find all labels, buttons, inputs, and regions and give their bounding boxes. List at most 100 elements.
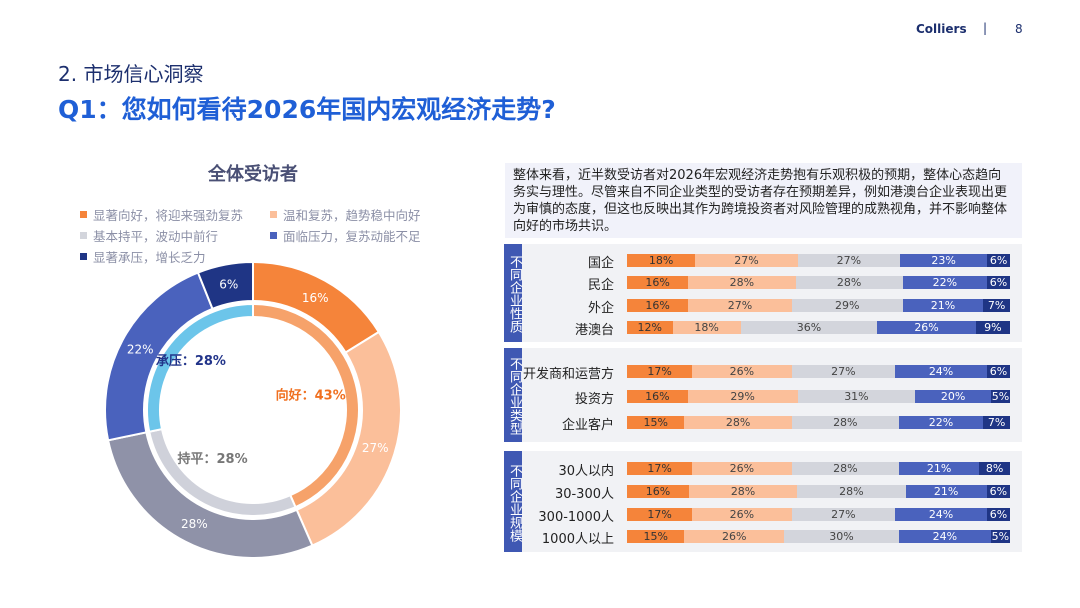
bar-segment: 24% [898,530,991,543]
bar-segment: 27% [688,299,792,312]
stacked-bar: 16% 28% 28% 21% 6% [627,485,1010,498]
bar-segment: 28% [797,485,906,498]
row-label: 开发商和运营方 [522,367,614,382]
legend-item: 面临压力，复苏动能不足 [270,226,460,245]
stacked-bar: 16% 27% 29% 21% 7% [627,299,1010,312]
bar-segment: 31% [797,390,916,403]
summary-text: 整体来看，近半数受访者对2026年宏观经济走势抱有乐观积极的预期，整体心态趋向务… [505,163,1022,238]
bar-segment: 15% [627,530,685,543]
bar-segment: 21% [905,485,987,498]
bar-segment: 7% [983,299,1010,312]
bar-segment: 27% [797,254,900,267]
bar-segment: 21% [902,299,984,312]
legend-swatch [80,211,87,218]
bar-segment: 17% [627,365,693,378]
bar-segment: 28% [684,416,792,429]
bar-segment: 27% [791,508,896,521]
row-label: 外企 [587,301,614,316]
row-label: 国企 [587,256,614,271]
legend-item: 温和复苏，趋势稳中向好 [270,205,460,224]
group-label: 不同企业规模 [504,451,522,552]
stacked-bar: 16% 29% 31% 20% 5% [627,390,1010,403]
stacked-bar: 17% 26% 27% 24% 6% [627,508,1010,521]
bar-segment: 36% [740,321,878,334]
header-separator: | [983,21,988,35]
bar-row: 30-300人 16% 28% 28% 21% 6% [504,485,1022,502]
bar-segment: 29% [687,390,798,403]
bar-segment: 6% [986,485,1010,498]
bar-row: 港澳台 12% 18% 36% 26% 9% [504,321,1022,338]
bar-segment: 26% [692,365,792,378]
bar-segment: 26% [877,321,976,334]
bar-segment: 16% [627,390,688,403]
bar-row: 1000人以上 15% 26% 30% 24% 5% [504,530,1022,547]
stacked-bar: 16% 28% 28% 22% 6% [627,276,1010,289]
bar-row: 30人以内 17% 26% 28% 21% 8% [504,462,1022,479]
legend-label: 基本持平，波动中前行 [93,229,219,244]
legend-swatch [80,253,87,260]
bar-segment: 26% [692,508,792,521]
bar-segment: 26% [684,530,785,543]
bar-segment: 15% [627,416,685,429]
stacked-bar: 17% 26% 28% 21% 8% [627,462,1010,475]
section-title: 2. 市场信心洞察 [58,62,204,86]
legend-item: 显著承压，增长乏力 [80,247,270,266]
legend-label: 面临压力，复苏动能不足 [283,229,421,244]
stacked-bar: 15% 26% 30% 24% 5% [627,530,1010,543]
row-label: 1000人以上 [541,532,614,547]
outer-ring-label: 6% [219,277,238,291]
row-label: 港澳台 [574,323,614,338]
bar-segment: 5% [990,530,1010,543]
bar-group: 不同企业性质 国企 18% 27% 27% 23% 6% 民企 16% 28% 28% 22% 6% 外企… [504,244,1022,342]
bar-segment: 12% [627,321,673,334]
row-label: 企业客户 [561,418,614,433]
bar-segment: 24% [895,508,987,521]
outer-ring-slice [196,260,254,311]
bar-segment: 18% [627,254,696,267]
bar-segment: 22% [902,276,987,289]
legend-item: 基本持平，波动中前行 [80,226,270,245]
bar-segment: 28% [688,485,798,498]
bar-row: 国企 18% 27% 27% 23% 6% [504,254,1022,271]
bar-segment: 7% [983,416,1010,429]
legend-label: 温和复苏，趋势稳中向好 [283,208,421,223]
bar-segment: 28% [791,416,899,429]
bar-segment: 26% [692,462,792,475]
bar-group: 不同企业类型 开发商和运营方 17% 26% 27% 24% 6% 投资方 16% 29% 31% 2… [504,348,1022,442]
bar-segment: 16% [627,276,689,289]
legend-item: 显著向好，将迎来强劲复苏 [80,205,270,224]
bar-row: 外企 16% 27% 29% 21% 7% [504,299,1022,316]
row-label: 投资方 [574,392,614,407]
bar-segment: 29% [791,299,903,312]
legend-swatch [270,211,277,218]
outer-ring-label: 16% [302,291,329,305]
bar-row: 投资方 16% 29% 31% 20% 5% [504,390,1022,407]
bar-row: 民企 16% 28% 28% 22% 6% [504,276,1022,293]
stacked-bar: 12% 18% 36% 26% 9% [627,321,1010,334]
legend-label: 显著承压，增长乏力 [93,250,206,265]
donut-title: 全体受访者 [208,164,298,185]
page-title: Q1：您如何看待2026年国内宏观经济走势? [58,95,556,124]
row-label: 300-1000人 [538,510,614,525]
bar-row: 企业客户 15% 28% 28% 22% 7% [504,416,1022,433]
bar-row: 300-1000人 17% 26% 27% 24% 6% [504,508,1022,525]
bar-segment: 18% [672,321,741,334]
bar-segment: 22% [898,416,984,429]
row-label: 30人以内 [558,464,614,479]
inner-ring-label: 向好：43% [276,387,346,403]
bar-segment: 17% [627,462,693,475]
bar-segment: 17% [627,508,693,521]
bar-segment: 27% [791,365,896,378]
bar-segment: 24% [895,365,987,378]
bar-segment: 28% [688,276,796,289]
bar-segment: 30% [784,530,899,543]
bar-segment: 23% [900,254,988,267]
bar-segment: 16% [627,485,689,498]
stacked-bar: 18% 27% 27% 23% 6% [627,254,1010,267]
stacked-bar: 17% 26% 27% 24% 6% [627,365,1010,378]
row-label: 民企 [587,278,614,293]
bar-segment: 9% [975,321,1010,334]
group-label: 不同企业性质 [504,244,522,342]
inner-ring-label: 持平：28% [178,451,248,467]
bar-segment: 6% [986,276,1010,289]
